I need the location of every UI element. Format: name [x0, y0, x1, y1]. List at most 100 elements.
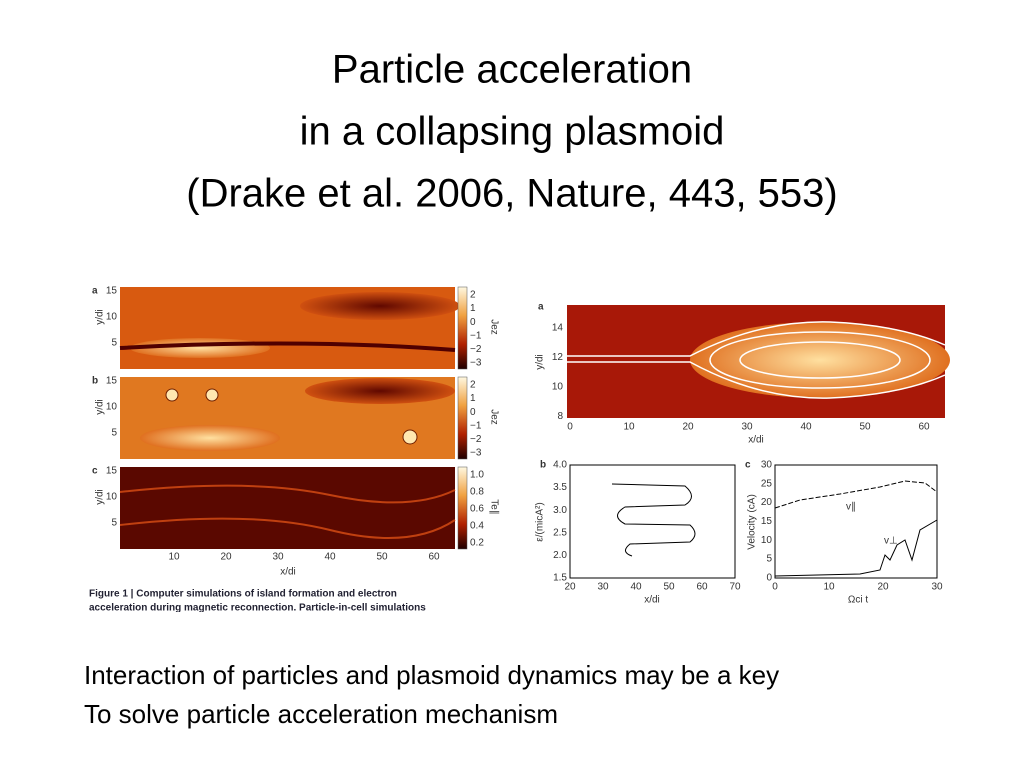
colorbar-label: Jez [488, 409, 499, 425]
velocity-curve [774, 480, 938, 509]
panel-label: b [92, 376, 98, 387]
x-axis-label: x/di [280, 567, 296, 578]
x-tick-label: 30 [931, 582, 943, 593]
y-tick-label: 3.5 [553, 482, 567, 493]
x-axis-label: x/di [748, 435, 764, 446]
x-tick-label: 20 [220, 552, 232, 563]
colorbar-tick-label: −1 [470, 420, 482, 431]
island [300, 292, 460, 320]
y-tick-label: 12 [552, 352, 564, 363]
colorbar-tick-label: −3 [470, 448, 482, 459]
y-tick-label: 0 [766, 572, 772, 583]
island [305, 378, 455, 404]
y-tick-label: 3.0 [553, 505, 567, 516]
y-tick-label: 5 [766, 554, 772, 565]
colorbar-tick-label: −2 [470, 434, 482, 445]
panel-label: b [540, 460, 546, 471]
island [690, 322, 950, 398]
x-tick-label: 50 [859, 422, 871, 433]
x-tick-label: 60 [696, 582, 708, 593]
panel-label: a [92, 286, 98, 297]
right-figure [567, 305, 950, 579]
colorbar [457, 376, 468, 460]
x-tick-label: 20 [564, 582, 576, 593]
plot-frame [569, 464, 736, 579]
title-line: (Drake et al. 2006, Nature, 443, 553) [186, 172, 837, 216]
annotation: v∥ [846, 502, 856, 513]
y-axis-label: ε/(micA²) [535, 502, 546, 541]
x-tick-label: 10 [168, 552, 180, 563]
velocity-curve [774, 519, 938, 577]
colorbar-tick-label: 0 [470, 407, 476, 418]
x-tick-label: 50 [376, 552, 388, 563]
y-tick-label: 30 [761, 460, 773, 471]
y-tick-label: 2.0 [553, 550, 567, 561]
panel-label: a [538, 302, 544, 313]
y-tick-label: 25 [761, 478, 773, 489]
title-line: in a collapsing plasmoid [300, 110, 725, 154]
x-tick-label: 60 [918, 422, 930, 433]
body-text: To solve particle acceleration mechanism [84, 699, 558, 729]
x-tick-label: 60 [428, 552, 440, 563]
contour [567, 321, 946, 399]
y-axis-label: y/di [95, 399, 106, 415]
panel-label: c [745, 460, 751, 471]
y-tick-label: 1.5 [553, 573, 567, 584]
y-tick-label: 15 [106, 466, 118, 477]
x-tick-label: 30 [597, 582, 609, 593]
y-tick-label: 10 [761, 535, 773, 546]
y-tick-label: 15 [761, 516, 773, 527]
trajectory [611, 483, 696, 557]
colorbar-tick-label: 2 [470, 290, 476, 301]
colorbar-tick-label: −2 [470, 344, 482, 355]
island [140, 425, 280, 451]
body-text: Interaction of particles and plasmoid dy… [84, 660, 779, 690]
colorbar [457, 466, 468, 550]
y-axis-label: y/di [95, 489, 106, 505]
y-tick-label: 10 [106, 312, 118, 323]
y-tick-label: 5 [111, 518, 117, 529]
y-tick-label: 15 [106, 286, 118, 297]
colorbar-tick-label: 0.2 [470, 538, 484, 549]
y-tick-label: 10 [106, 402, 118, 413]
x-tick-label: 0 [772, 582, 778, 593]
y-tick-label: 20 [761, 497, 773, 508]
y-tick-label: 4.0 [553, 460, 567, 471]
colorbar-tick-label: −1 [470, 330, 482, 341]
caption: acceleration during magnetic reconnectio… [89, 603, 426, 614]
current-sheet [119, 341, 456, 352]
colorbar-tick-label: 0.6 [470, 504, 484, 515]
contour [709, 331, 931, 389]
x-axis-label: x/di [644, 595, 660, 606]
y-tick-label: 14 [552, 323, 564, 334]
x-tick-label: 30 [741, 422, 753, 433]
caption: Figure 1 | Computer simulations of islan… [89, 589, 397, 600]
x-tick-label: 20 [877, 582, 889, 593]
x-tick-label: 40 [324, 552, 336, 563]
y-tick-label: 5 [111, 428, 117, 439]
colorbar-label: Jez [488, 319, 499, 335]
streamline [119, 484, 456, 539]
plot-frame [774, 464, 938, 579]
x-tick-label: 30 [272, 552, 284, 563]
colorbar [457, 286, 468, 370]
x-tick-label: 10 [623, 422, 635, 433]
y-tick-label: 10 [106, 492, 118, 503]
panel-label: c [92, 466, 98, 477]
y-tick-label: 15 [106, 376, 118, 387]
island [402, 429, 418, 445]
y-axis-label: y/di [95, 309, 106, 325]
colorbar-tick-label: 1 [470, 393, 476, 404]
annotation: v⊥ [884, 536, 898, 547]
island [205, 388, 219, 402]
island [165, 388, 179, 402]
heatmap [120, 467, 455, 549]
y-axis-label: y/di [535, 354, 546, 370]
y-axis-label: Velocity (cA) [747, 494, 758, 550]
x-tick-label: 70 [729, 582, 741, 593]
x-axis-label: Ωci t [848, 595, 868, 606]
left-figure [119, 286, 468, 550]
colorbar-label: Te∥ [488, 499, 499, 515]
y-tick-label: 5 [111, 338, 117, 349]
